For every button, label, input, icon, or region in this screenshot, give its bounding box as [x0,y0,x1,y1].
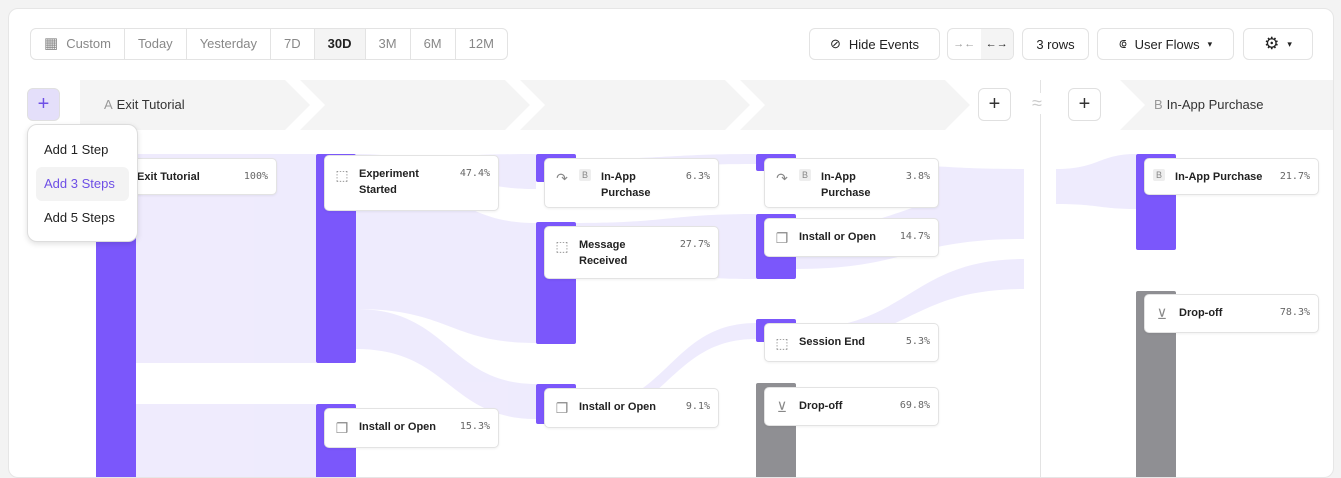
settings-dropdown[interactable]: ⚙ ▾ [1243,28,1313,60]
flows-icon: ⟃ [1118,36,1127,51]
eye-off-icon: ⊘ [830,36,841,51]
date-12m-button[interactable]: 12M [468,36,494,51]
menu-item-add-5-steps[interactable]: Add 5 Steps [44,210,115,225]
add-step-after-button[interactable]: + [978,88,1011,121]
node-card[interactable]: ⬚ Message Received 27.7% [544,226,719,279]
gear-icon: ⚙ [1264,34,1280,53]
redirect-icon: ↷ [556,169,568,186]
layout-toggle: →← ←→ [947,28,1014,60]
date-yesterday-button[interactable]: Yesterday [187,29,272,59]
flow-link [576,323,756,421]
node-card[interactable]: ⬚ Session End 5.3% [764,323,939,362]
node-card[interactable]: ❐ Install or Open 14.7% [764,218,939,257]
date-3m-button[interactable]: 3M [366,29,411,59]
expand-icon[interactable]: ←→ [980,29,1013,59]
user-flows-panel: ▦ Custom Today Yesterday 7D 30D 3M 6M 12M… [8,8,1334,478]
step-banner [520,80,750,130]
chevron-down-icon: ▾ [1207,38,1213,49]
add-step-before-button[interactable]: + [27,88,60,121]
cursor-click-icon: ⬚ [335,166,349,183]
date-custom-button[interactable]: ▦ Custom [31,29,125,59]
redirect-icon: ↷ [776,169,788,186]
gap-divider [1040,80,1041,477]
flow-link [356,169,536,343]
calendar-icon: ▦ [44,35,59,52]
step-banner [740,80,970,130]
node-card[interactable]: ↷ B In-App Purchase 6.3% [544,158,719,208]
hide-events-button[interactable]: ⊘ Hide Events [809,28,940,60]
arrow-down-circle-icon: ⊻ [776,398,788,415]
arrow-down-circle-icon: ⊻ [1156,305,1168,322]
date-today-button[interactable]: Today [125,29,187,59]
node-card[interactable]: ⬚ Experiment Started 47.4% [324,155,499,211]
gap-symbol: ≈ [1032,93,1042,114]
date-30d-button[interactable]: 30D [314,29,366,59]
view-type-dropdown[interactable]: ⟃ User Flows ▾ [1097,28,1234,60]
flow-link [1056,154,1136,209]
menu-item-add-3-steps[interactable]: Add 3 Steps [36,167,129,201]
date-6m-button[interactable]: 6M [411,29,456,59]
step-banner [300,80,530,130]
add-step-before-b-button[interactable]: + [1068,88,1101,121]
node-card[interactable]: ⊻ Drop-off 78.3% [1144,294,1319,333]
date-7d-button[interactable]: 7D [271,29,315,59]
copy-icon: ❐ [775,229,789,246]
cursor-click-icon: ⬚ [555,237,569,254]
node-card[interactable]: B In-App Purchase 21.7% [1144,158,1319,195]
node-card[interactable]: ❐ Install or Open 15.3% [324,408,499,448]
flow-link [136,403,316,477]
menu-item-add-1-step[interactable]: Add 1 Step [44,142,109,157]
flow-link [796,259,1024,344]
chevron-down-icon: ▾ [1287,38,1292,49]
flow-link [136,154,316,363]
date-range-selector: ▦ Custom Today Yesterday 7D 30D 3M 6M 12M [30,28,508,60]
step-banner-b: B In-App Purchase [1120,80,1333,130]
node-card[interactable]: ↷ B In-App Purchase 3.8% [764,158,939,208]
copy-icon: ❐ [555,399,569,416]
copy-icon: ❐ [335,419,349,436]
cursor-click-icon: ⬚ [775,334,789,351]
rows-button[interactable]: 3 rows [1022,28,1089,60]
step-banner-a: A Exit Tutorial [80,80,310,130]
node-card[interactable]: ⊻ Drop-off 69.8% [764,387,939,426]
collapse-icon[interactable]: →← [953,38,976,50]
node-card[interactable]: ❐ Install or Open 9.1% [544,388,719,428]
flow-link [356,309,536,419]
add-steps-menu: Add 1 Step Add 3 Steps Add 5 Steps [27,124,138,242]
